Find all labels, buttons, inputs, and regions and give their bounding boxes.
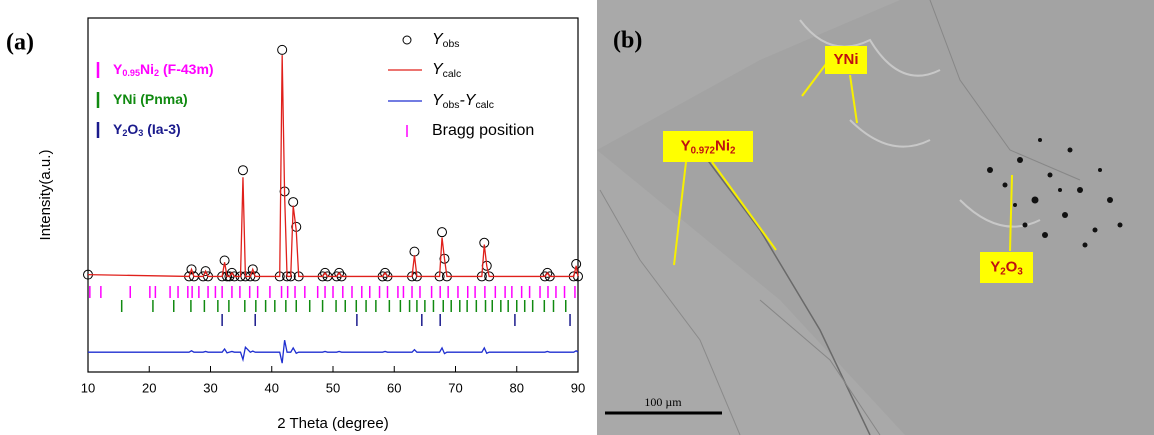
label-box: [825, 46, 867, 74]
label: Yobs-Ycalc: [432, 92, 494, 111]
subscript: calc: [475, 100, 493, 111]
x-tick-label: 50: [326, 380, 340, 395]
subscript: 2: [154, 68, 159, 78]
observed-point: [288, 197, 299, 208]
subscript: obs: [443, 39, 460, 50]
label-box: [980, 252, 1033, 283]
sem-image: [597, 0, 1154, 435]
text-part: YNi: [833, 51, 858, 68]
observed-point: [277, 44, 288, 55]
y-axis-label: Intensity(a.u.): [37, 150, 54, 241]
legend-marker: [402, 35, 412, 45]
text-part: Y: [113, 121, 123, 137]
label: Yobs: [432, 31, 459, 50]
label: YNi (Pnma): [113, 91, 188, 107]
text-part: -Y: [459, 92, 476, 109]
subscript: 3: [138, 128, 143, 138]
crack: [599, 189, 741, 435]
text-part: YNi (Pnma): [113, 91, 188, 107]
text-part: (Ia-3): [143, 121, 180, 137]
series-line: [87, 55, 579, 278]
arrows: [673, 63, 1013, 266]
text-part: Ni: [140, 61, 154, 77]
subscript: 0.972: [691, 145, 716, 156]
label: Y0.95Ni2 (F-43m): [113, 61, 214, 79]
label: Y0.972Ni2: [681, 137, 736, 156]
label-box: [663, 131, 753, 162]
observed-point: [186, 264, 197, 275]
scale-bar-label: 100 µm: [644, 395, 682, 409]
grain: [597, 0, 1154, 435]
observed-point: [409, 246, 420, 257]
x-tick-label: 30: [203, 380, 217, 395]
observed-point: [247, 264, 258, 275]
label: Y2O3 (Ia-3): [113, 121, 181, 139]
observed-point: [226, 267, 237, 278]
subscript: calc: [443, 69, 461, 80]
observed-point: [380, 267, 391, 278]
grain-boundary: [759, 0, 1081, 435]
panel-label: (b): [613, 28, 642, 54]
x-tick-label: 40: [265, 380, 279, 395]
x-tick-label: 60: [387, 380, 401, 395]
text-part: Y: [432, 61, 444, 78]
observed-point: [542, 267, 553, 278]
subscript: 3: [1017, 266, 1023, 277]
text-part: Y: [432, 31, 444, 48]
text-part: Ni: [715, 137, 730, 154]
observed-point: [320, 267, 331, 278]
subscript: 2: [122, 128, 127, 138]
observed-point: [200, 266, 211, 277]
observed-point: [334, 267, 345, 278]
subscript: 2: [1000, 266, 1006, 277]
oxide-particles: [987, 138, 1123, 248]
text-part: Y: [681, 137, 691, 154]
eutectic: [799, 19, 1041, 228]
x-tick-label: 10: [81, 380, 95, 395]
text-part: Y: [990, 258, 1000, 275]
legend-label: Bragg position: [432, 122, 534, 139]
text-part: O: [127, 121, 138, 137]
text-part: Y: [113, 61, 123, 77]
subscript: 2: [730, 145, 736, 156]
x-axis-label: 2 Theta (degree): [277, 415, 388, 432]
panel-label: (a): [6, 30, 34, 56]
observed-point: [437, 227, 448, 238]
label: YNi: [833, 51, 858, 68]
observed-point: [237, 165, 248, 176]
label: Y2O3: [990, 258, 1023, 277]
text-part: O: [1006, 258, 1018, 275]
x-tick-label: 70: [448, 380, 462, 395]
text-part: (F-43m): [159, 61, 213, 77]
x-tick-label: 20: [142, 380, 156, 395]
subscript: obs: [443, 100, 460, 111]
series-line: [88, 340, 579, 364]
x-tick-label: 90: [571, 380, 585, 395]
x-tick-label: 80: [510, 380, 524, 395]
label: Ycalc: [432, 61, 461, 80]
text-part: Y: [432, 92, 444, 109]
subscript: 0.95: [122, 68, 140, 78]
